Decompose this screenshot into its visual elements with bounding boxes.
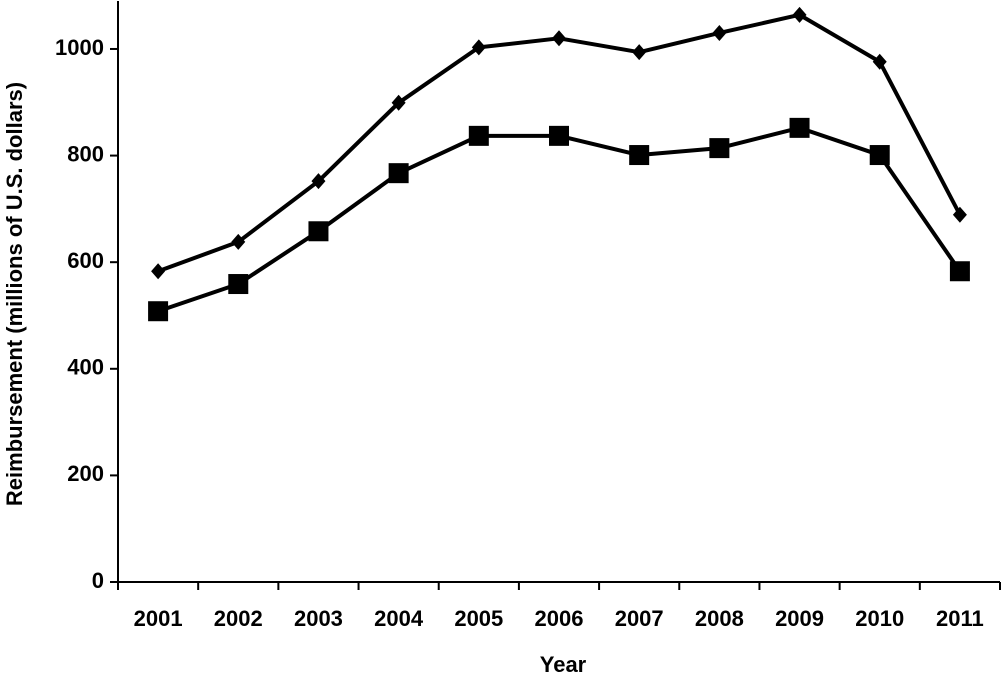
x-tick-label: 2003 — [294, 606, 343, 631]
diamond-marker — [552, 30, 566, 47]
diamond-marker — [151, 263, 166, 280]
diamond-marker — [231, 233, 246, 250]
square-marker — [949, 261, 970, 282]
x-tick-label: 2005 — [454, 606, 503, 631]
series-line — [157, 125, 962, 314]
square-marker — [388, 163, 409, 184]
square-marker — [629, 145, 650, 166]
square-marker — [468, 125, 489, 146]
x-tick-label: 2011 — [936, 606, 984, 631]
diamond-marker — [632, 44, 647, 61]
y-tick-label: 600 — [67, 248, 104, 273]
y-tick-label: 0 — [92, 568, 104, 593]
square-marker — [228, 274, 249, 295]
y-tick-label: 800 — [67, 141, 104, 166]
diamond-marker — [391, 94, 406, 111]
x-axis-label: Year — [540, 652, 587, 677]
y-tick-label: 1000 — [55, 35, 104, 60]
x-tick-label: 2002 — [214, 606, 263, 631]
x-tick-label: 2001 — [134, 606, 183, 631]
diamond-marker — [792, 6, 807, 23]
x-tick-label: 2004 — [374, 606, 424, 631]
square-marker — [869, 145, 890, 166]
x-tick-label: 2008 — [695, 606, 744, 631]
diamond-marker — [471, 39, 486, 56]
square-marker — [308, 221, 329, 242]
diamond-marker — [311, 173, 326, 190]
x-tick-label: 2009 — [775, 606, 824, 631]
square-marker — [709, 138, 730, 159]
diamond-marker — [872, 53, 887, 70]
diamond-marker — [952, 206, 967, 223]
diamond-marker — [712, 24, 727, 41]
y-axis-label: Reimbursement (millions of U.S. dollars) — [2, 82, 27, 506]
x-tick-label: 2006 — [535, 606, 584, 631]
y-tick-label: 200 — [67, 461, 104, 486]
square-marker — [549, 125, 569, 146]
square-marker — [148, 301, 169, 322]
square-marker — [789, 117, 810, 138]
x-tick-label: 2007 — [615, 606, 664, 631]
x-tick-label: 2010 — [855, 606, 904, 631]
y-tick-label: 400 — [67, 355, 104, 380]
